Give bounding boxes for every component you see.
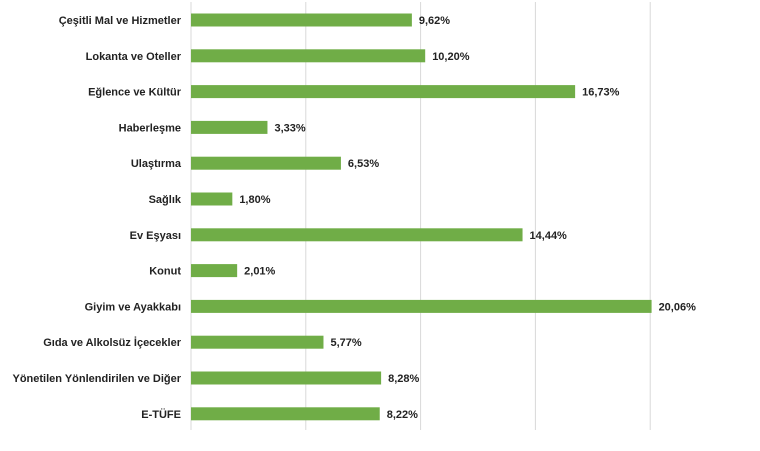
value-label: 8,22% bbox=[387, 409, 418, 421]
value-label: 9,62% bbox=[419, 15, 450, 27]
value-label: 3,33% bbox=[274, 122, 305, 134]
bar bbox=[191, 120, 268, 134]
bar bbox=[191, 85, 576, 99]
value-label: 10,20% bbox=[432, 51, 470, 63]
bar bbox=[191, 407, 380, 421]
category-label: E-TÜFE bbox=[141, 408, 181, 421]
category-label: Haberleşme bbox=[119, 122, 181, 134]
value-label: 20,06% bbox=[659, 301, 697, 313]
bar bbox=[191, 156, 341, 170]
category-label: Gıda ve Alkolsüz İçecekler bbox=[43, 336, 181, 349]
bar bbox=[191, 13, 412, 27]
value-label: 6,53% bbox=[348, 158, 379, 170]
bars bbox=[191, 13, 652, 421]
value-label: 8,28% bbox=[388, 373, 419, 385]
value-label: 5,77% bbox=[330, 337, 361, 349]
category-label: Giyim ve Ayakkabı bbox=[85, 301, 181, 313]
value-labels: 9,62% 10,20% 16,73% 3,33% 6,53% 1,80% 14,44% 2,… bbox=[239, 15, 696, 421]
bar bbox=[191, 335, 324, 349]
value-label: 16,73% bbox=[582, 87, 620, 99]
category-label: Lokanta ve Oteller bbox=[86, 51, 182, 63]
bar bbox=[191, 264, 238, 278]
gridlines bbox=[190, 2, 651, 430]
category-label: Yönetilen Yönlendirilen ve Diğer bbox=[12, 373, 181, 385]
bar bbox=[191, 228, 523, 242]
category-labels: Çeşitli Mal ve Hizmetler Lokanta ve Otell… bbox=[12, 15, 181, 421]
category-label: Konut bbox=[149, 266, 181, 278]
category-label: Eğlence ve Kültür bbox=[88, 87, 182, 99]
category-label: Ev Eşyası bbox=[130, 230, 181, 242]
category-label: Sağlık bbox=[149, 194, 182, 206]
bar bbox=[191, 49, 426, 63]
bar bbox=[191, 192, 233, 206]
value-label: 2,01% bbox=[244, 266, 275, 278]
bar bbox=[191, 299, 652, 313]
category-label: Ulaştırma bbox=[131, 158, 182, 170]
category-label: Çeşitli Mal ve Hizmetler bbox=[59, 15, 182, 27]
value-label: 1,80% bbox=[239, 194, 270, 206]
bar bbox=[191, 371, 382, 385]
value-label: 14,44% bbox=[530, 230, 568, 242]
